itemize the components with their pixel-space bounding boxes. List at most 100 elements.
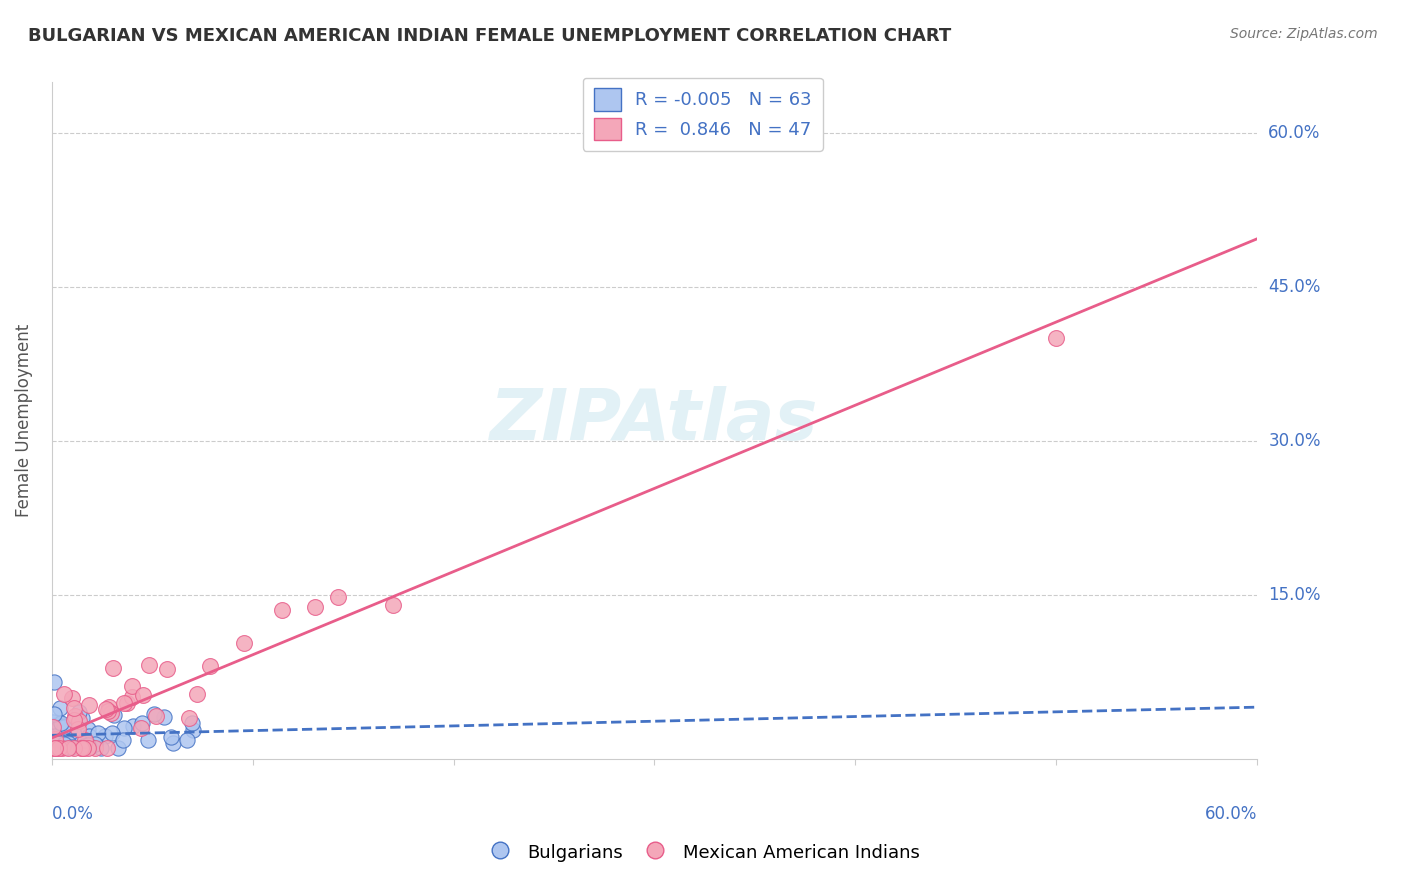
Point bbox=[44, 741, 66, 756]
Point bbox=[44, 730, 66, 744]
Point bbox=[52, 720, 75, 734]
Point bbox=[177, 711, 200, 725]
Point bbox=[156, 662, 179, 676]
Point bbox=[143, 707, 166, 722]
Point bbox=[69, 741, 91, 756]
Point bbox=[117, 697, 139, 711]
Point bbox=[77, 741, 100, 756]
Point bbox=[53, 687, 76, 701]
Point bbox=[67, 714, 90, 729]
Point bbox=[79, 729, 101, 743]
Text: Source: ZipAtlas.com: Source: ZipAtlas.com bbox=[1230, 27, 1378, 41]
Point bbox=[121, 690, 143, 704]
Point bbox=[49, 740, 72, 755]
Text: 0.0%: 0.0% bbox=[52, 805, 94, 822]
Point bbox=[381, 598, 404, 612]
Point bbox=[100, 726, 122, 740]
Point bbox=[232, 636, 254, 650]
Point bbox=[87, 726, 110, 740]
Legend: R = -0.005   N = 63, R =  0.846   N = 47: R = -0.005 N = 63, R = 0.846 N = 47 bbox=[582, 78, 823, 151]
Point bbox=[270, 603, 292, 617]
Point bbox=[66, 722, 89, 736]
Point bbox=[103, 661, 125, 675]
Point bbox=[131, 688, 153, 702]
Text: 45.0%: 45.0% bbox=[1268, 278, 1320, 296]
Point bbox=[44, 732, 66, 747]
Point bbox=[76, 722, 98, 736]
Point bbox=[72, 739, 94, 753]
Text: BULGARIAN VS MEXICAN AMERICAN INDIAN FEMALE UNEMPLOYMENT CORRELATION CHART: BULGARIAN VS MEXICAN AMERICAN INDIAN FEM… bbox=[28, 27, 952, 45]
Point bbox=[48, 740, 70, 755]
Point bbox=[153, 710, 176, 724]
Text: 60.0%: 60.0% bbox=[1268, 124, 1320, 143]
Point bbox=[77, 698, 100, 712]
Point bbox=[304, 600, 326, 615]
Point bbox=[55, 740, 77, 755]
Point bbox=[49, 700, 72, 714]
Point bbox=[55, 735, 77, 749]
Point bbox=[103, 707, 125, 722]
Point bbox=[63, 713, 86, 727]
Point bbox=[1045, 331, 1067, 345]
Point bbox=[63, 736, 86, 750]
Point bbox=[42, 719, 65, 733]
Point bbox=[45, 740, 67, 755]
Text: 30.0%: 30.0% bbox=[1268, 432, 1320, 450]
Point bbox=[111, 732, 134, 747]
Point bbox=[51, 741, 73, 756]
Point bbox=[67, 705, 90, 719]
Point bbox=[49, 731, 72, 746]
Point bbox=[69, 739, 91, 754]
Point bbox=[97, 704, 120, 718]
Point bbox=[328, 591, 350, 605]
Point bbox=[93, 730, 115, 744]
Point bbox=[63, 726, 86, 740]
Legend: Bulgarians, Mexican American Indians: Bulgarians, Mexican American Indians bbox=[475, 830, 931, 874]
Point bbox=[70, 736, 93, 750]
Point bbox=[77, 739, 100, 753]
Point bbox=[181, 716, 204, 731]
Point bbox=[136, 733, 159, 747]
Point bbox=[176, 732, 198, 747]
Point bbox=[186, 687, 208, 701]
Point bbox=[65, 726, 87, 740]
Point bbox=[42, 737, 65, 751]
Point bbox=[45, 741, 67, 756]
Point bbox=[181, 723, 204, 737]
Point bbox=[49, 734, 72, 748]
Point bbox=[55, 739, 77, 754]
Point bbox=[112, 722, 135, 736]
Point bbox=[98, 700, 121, 714]
Point bbox=[49, 716, 72, 731]
Point bbox=[41, 715, 63, 730]
Point bbox=[41, 741, 63, 756]
Point bbox=[131, 716, 153, 731]
Point bbox=[107, 741, 129, 756]
Point bbox=[131, 721, 153, 735]
Point bbox=[112, 696, 135, 710]
Point bbox=[73, 732, 96, 747]
Point bbox=[63, 709, 86, 723]
Point bbox=[84, 738, 107, 752]
Point bbox=[121, 719, 143, 733]
Text: 60.0%: 60.0% bbox=[1205, 805, 1257, 822]
Text: 15.0%: 15.0% bbox=[1268, 586, 1320, 604]
Point bbox=[77, 738, 100, 752]
Point bbox=[46, 736, 69, 750]
Point bbox=[70, 711, 93, 725]
Point bbox=[55, 739, 77, 754]
Point bbox=[48, 741, 70, 756]
Point bbox=[62, 700, 84, 714]
Point bbox=[55, 735, 77, 749]
Point bbox=[198, 658, 221, 673]
Point bbox=[53, 738, 76, 752]
Point bbox=[84, 741, 107, 756]
Point bbox=[48, 719, 70, 733]
Point bbox=[51, 719, 73, 733]
Point bbox=[77, 738, 100, 752]
Point bbox=[100, 706, 122, 720]
Point bbox=[121, 679, 143, 693]
Point bbox=[59, 734, 82, 748]
Point bbox=[145, 709, 167, 723]
Point bbox=[46, 731, 69, 745]
